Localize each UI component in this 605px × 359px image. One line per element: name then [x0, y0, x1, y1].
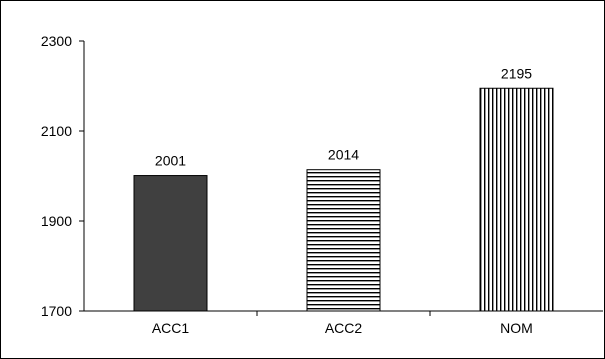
data-label-nom: 2195 — [501, 65, 532, 81]
x-tick-label-acc1: ACC1 — [152, 320, 190, 336]
y-tick-label-2300: 2300 — [41, 33, 72, 49]
bar-nom — [479, 87, 554, 312]
data-label-acc2: 2014 — [328, 147, 359, 163]
axes-layer: ACC1 ACC2 NOM 1700 1900 2100 2300 — [41, 33, 603, 336]
data-label-acc1: 2001 — [155, 153, 186, 169]
x-tick-label-acc2: ACC2 — [325, 320, 363, 336]
y-tick-label-1700: 1700 — [41, 303, 72, 319]
bar-acc1 — [133, 175, 208, 312]
bar-acc2 — [306, 169, 381, 312]
y-tick-label-1900: 1900 — [41, 213, 72, 229]
y-tick-label-2100: 2100 — [41, 123, 72, 139]
bars-layer: 2001 2014 2195 — [133, 65, 554, 312]
x-tick-label-nom: NOM — [500, 320, 533, 336]
